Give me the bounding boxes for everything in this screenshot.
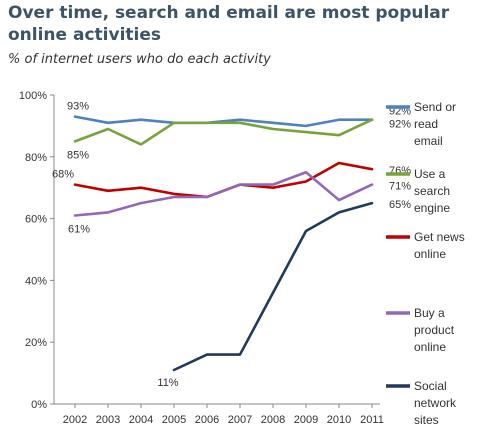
legend-label: network [414,396,457,410]
x-tick-label: 2006 [195,414,219,426]
data-label-start: 93% [67,101,89,113]
legend-label: online [414,340,446,354]
legend-label: Use a [414,167,446,181]
legend-label: Buy a [414,306,445,320]
x-tick-label: 2002 [63,414,87,426]
chart-title: Over time, search and email are most pop… [8,3,450,45]
legend-label: read [414,117,438,131]
series-lines [73,115,374,372]
x-tick-label: 2007 [228,414,252,426]
data-label-start: 61% [68,224,90,236]
series-line [73,170,374,217]
y-tick-label: 100% [19,90,47,102]
x-tick-label: 2009 [294,414,318,426]
legend-label: search [414,184,450,198]
data-label-start: 85% [67,149,89,161]
x-tick-label: 2010 [327,414,351,426]
data-labels: 93% 92%85%92%68% 76%61%71%11%65% [52,101,411,389]
x-tick-label: 2011 [360,414,384,426]
legend-label: product [414,323,455,337]
x-tick-label: 2005 [162,414,186,426]
legend-label: email [414,134,443,148]
data-label-start: 11% [157,377,178,389]
series-line [73,118,374,146]
x-tick-label: 2008 [261,414,285,426]
legend-label: engine [414,201,450,215]
legend-label: Social [414,379,447,393]
legend-label: Get news [414,230,465,244]
legend: Send or read email Use a search engine Get new… [386,100,465,427]
axes [50,94,380,408]
y-tick-label: 20% [25,337,47,349]
data-label-end: 71% [389,181,411,193]
y-tick-label: 60% [25,214,47,226]
chart-subtitle: % of internet users who do each activity [8,52,271,67]
x-tick-label: 2004 [129,414,153,426]
data-label-start: 68% [52,169,74,181]
y-tick-label: 80% [25,152,47,164]
y-tick-label: 0% [31,399,47,411]
y-tick-label: 40% [25,275,47,287]
legend-label: online [414,247,446,261]
series-line [73,115,374,128]
x-tick-label: 2003 [96,414,120,426]
data-label-end: 65% [389,199,411,211]
x-tick-labels: 2002 2003 2004 2005 2006 2007 2008 2009 2010 2011 [63,414,384,426]
series-line [172,201,374,372]
data-label-end: 92% [389,119,411,131]
y-tick-labels: 0% 20% 40% 60% 80% 100% [19,90,47,411]
legend-label: sites [414,413,439,427]
legend-label: Send or [414,100,456,114]
